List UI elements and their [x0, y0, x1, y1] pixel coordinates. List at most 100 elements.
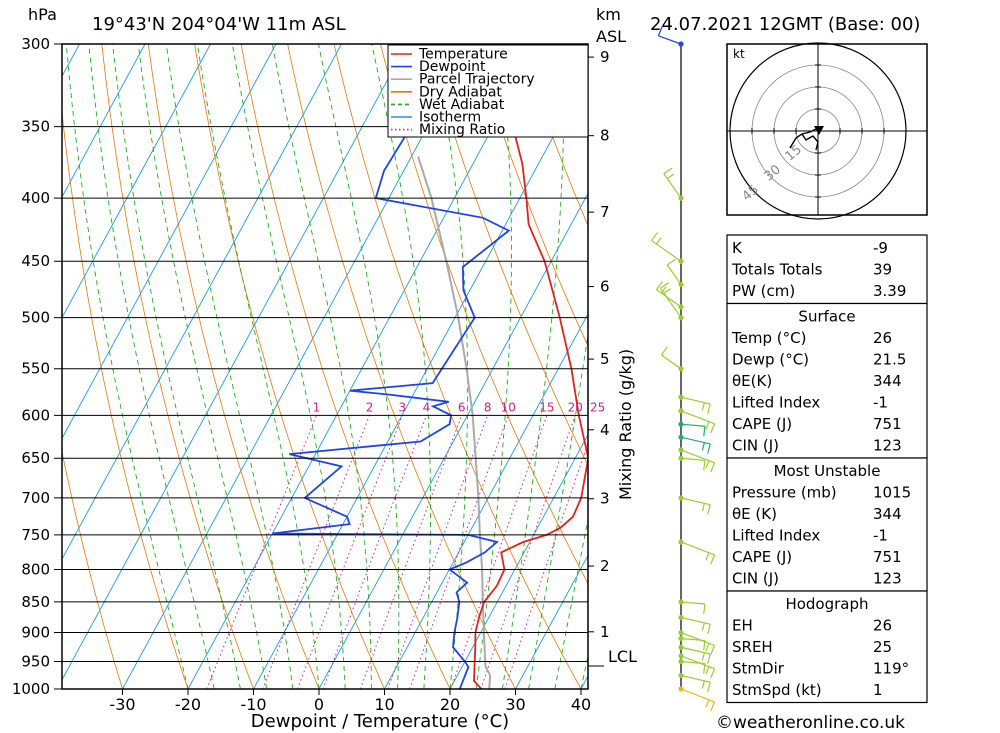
mixing-ratio-line: [206, 415, 317, 689]
wet-adiabat-line: [271, 44, 372, 689]
wind-barb: [663, 167, 684, 201]
wind-barb: [678, 644, 711, 664]
wind-barb: [657, 26, 684, 47]
isotherm-line: [515, 554, 588, 689]
index-label: K: [732, 239, 743, 257]
dry-adiabat-line: [426, 44, 588, 467]
copyright-footer: ©weatheronline.co.uk: [716, 713, 905, 733]
wet-adiabat-line: [318, 44, 400, 689]
index-label: EH: [732, 617, 753, 635]
wind-profile: [651, 26, 716, 712]
mixing-ratio-label: 6: [458, 400, 466, 414]
wind-barb: [678, 672, 711, 693]
index-label: Pressure (mb): [732, 484, 837, 502]
km-tick-label: 2: [600, 557, 610, 575]
wind-barb: [678, 408, 716, 434]
height-km-ticks: 1 2 3 4 5 6 7 8 9: [588, 48, 610, 667]
wet-adiabat-line: [231, 44, 346, 689]
dry-adiabat-line: [240, 44, 451, 689]
isotherm-line: [122, 44, 473, 689]
km-tick-label: 7: [600, 203, 610, 221]
index-table-title: Most Unstable: [774, 462, 881, 480]
index-table-title: Surface: [798, 308, 855, 326]
pressure-label: 800: [21, 560, 50, 578]
wind-barb: [678, 455, 706, 471]
index-value: 123: [873, 570, 902, 588]
x-tick-label: -20: [175, 695, 201, 714]
pressure-label: 600: [21, 406, 50, 424]
index-label: θE (K): [732, 505, 777, 523]
pressure-label: 300: [21, 35, 50, 53]
km-tick-label: 8: [600, 127, 610, 145]
pressure-label: 450: [21, 252, 50, 270]
wind-barb: [678, 421, 706, 437]
index-label: PW (cm): [732, 282, 795, 300]
isotherm-line: [0, 44, 14, 689]
index-value: -1: [873, 394, 888, 412]
legend-entry: Parcel Trajectory: [419, 72, 535, 88]
index-label: Dewp (°C): [732, 351, 809, 369]
km-unit-label: km: [596, 5, 621, 24]
hpa-unit-label: hPa: [28, 5, 57, 24]
index-label: StmDir: [732, 660, 785, 678]
mixing-ratio-line: [297, 415, 403, 689]
index-value: 1015: [873, 484, 911, 502]
x-tick-label: -30: [109, 695, 135, 714]
index-value: 26: [873, 617, 892, 635]
wind-barb: [678, 653, 716, 679]
pressure-tick-labels: 300 350 400 450 500 550 600 650 700 750 800 850 900 9…: [12, 35, 50, 698]
pressure-label: 750: [21, 526, 50, 544]
legend-entry: Dewpoint: [419, 59, 486, 75]
legend-entry: Dry Adiabat: [419, 84, 502, 100]
pressure-label: 400: [21, 189, 50, 207]
isotherm-line: [62, 44, 146, 198]
index-label: Lifted Index: [732, 527, 820, 545]
isotherm-line: [187, 44, 539, 689]
mixing-ratio-line: [322, 415, 427, 689]
profile-lines: [272, 44, 588, 689]
mixing-ratio-line: [450, 415, 548, 689]
index-label: CAPE (J): [732, 415, 792, 433]
pressure-label: 650: [21, 449, 50, 467]
legend-entry: Mixing Ratio: [419, 122, 505, 138]
x-tick-label: 0: [314, 695, 324, 714]
index-table-box: [726, 234, 928, 305]
mixing-ratio-label: 1: [313, 400, 321, 414]
plot-frame: [61, 43, 589, 690]
wind-barb: [678, 447, 716, 473]
wet-adiabat-line: [165, 44, 294, 689]
x-tick-label: -10: [240, 695, 266, 714]
index-label: CAPE (J): [732, 548, 792, 566]
km-tick-label: 3: [600, 490, 610, 508]
index-label: SREH: [732, 638, 773, 656]
wet-adiabat-line: [501, 44, 565, 689]
index-label: θE(K): [732, 372, 772, 390]
dry-adiabat-line: [519, 44, 588, 227]
km-tick-label: 6: [600, 278, 610, 296]
index-value: 344: [873, 372, 902, 390]
wind-barb: [678, 686, 716, 712]
x-tick-label: 40: [571, 695, 591, 714]
index-value: 344: [873, 505, 902, 523]
pressure-label: 900: [21, 624, 50, 642]
mixing-ratio-label: 3: [399, 400, 407, 414]
temperature-ticks: -30 -20 -10 0 10 20 30 40: [109, 689, 591, 714]
wet-adiabat-line: [196, 44, 320, 689]
index-value: 3.39: [873, 282, 906, 300]
isotherm-line: [62, 44, 408, 681]
index-value: 25: [873, 638, 892, 656]
index-value: 751: [873, 415, 902, 433]
index-table-box: [726, 590, 928, 704]
mixing-ratio-line: [262, 415, 370, 689]
pressure-label: 500: [21, 309, 50, 327]
index-value: 26: [873, 329, 892, 347]
wind-barb: [678, 394, 711, 414]
mixing-ratio-line: [409, 415, 509, 689]
mixing-ratio-label: 4: [423, 400, 431, 414]
wind-barb: [655, 281, 684, 310]
dry-adiabat-line: [147, 44, 320, 689]
x-axis-label: Dewpoint / Temperature (°C): [251, 711, 509, 732]
pressure-label: 700: [21, 489, 50, 507]
mixing-ratio-axis-label: Mixing Ratio (g/kg): [616, 349, 635, 500]
